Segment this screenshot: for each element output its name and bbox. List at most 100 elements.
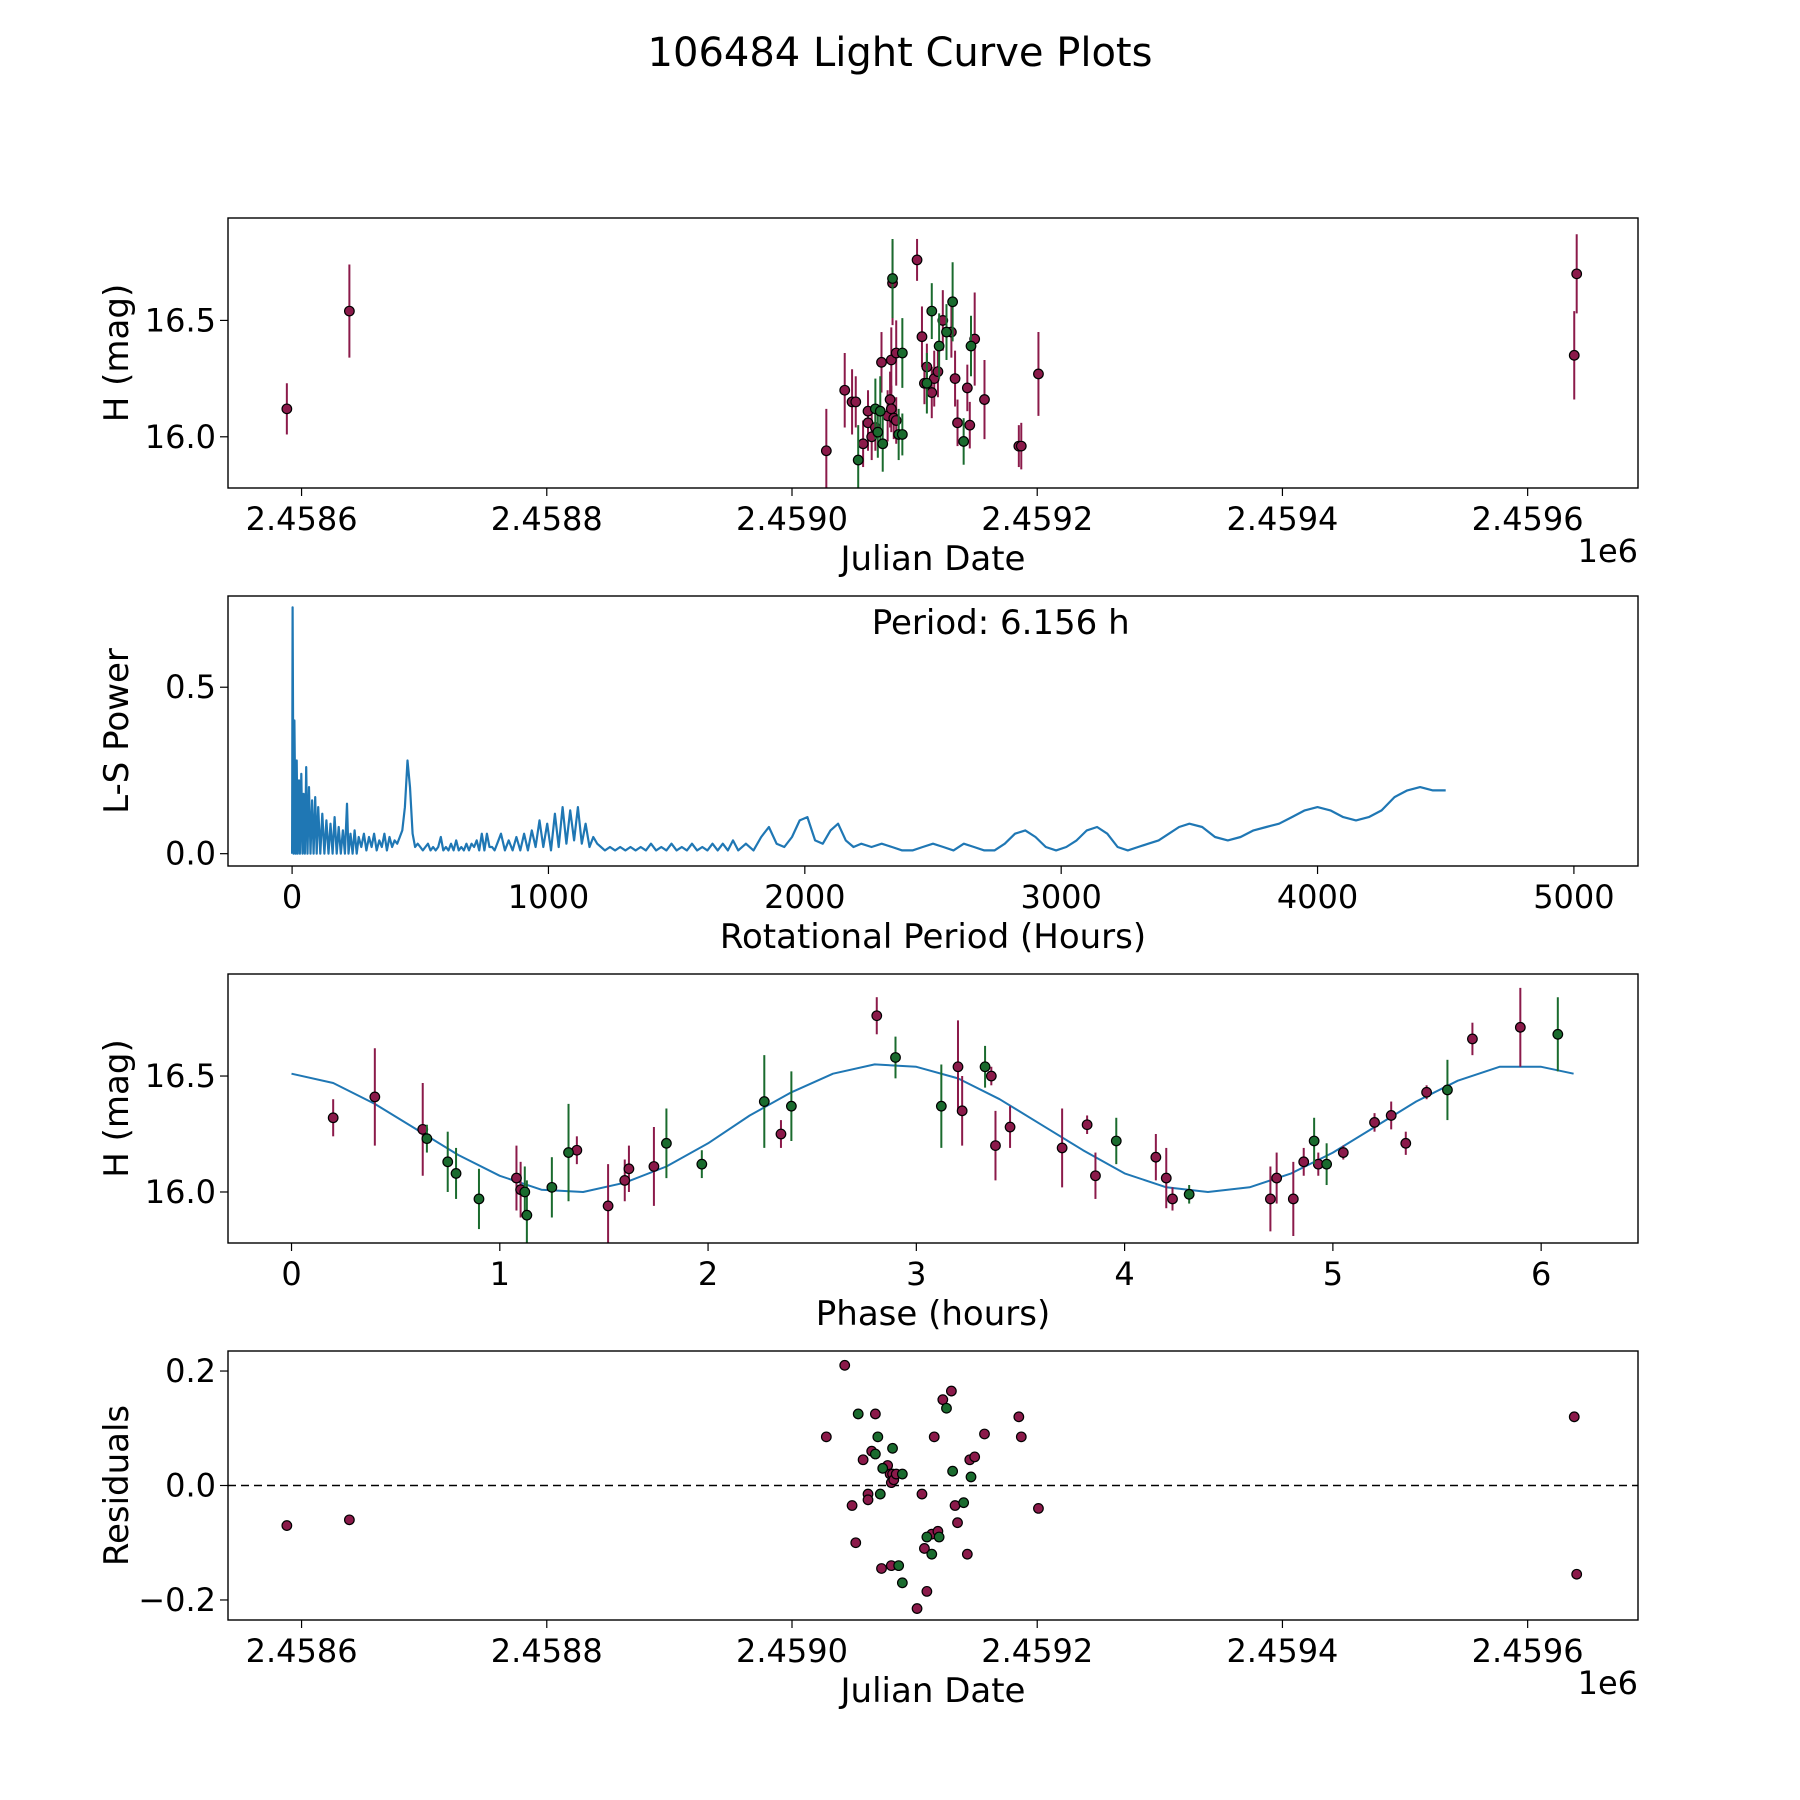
data-point	[871, 1010, 883, 1022]
data-point	[947, 296, 959, 308]
data-point	[979, 1061, 991, 1073]
data-point	[969, 1451, 981, 1463]
data-point	[661, 1137, 672, 1149]
data-point	[926, 305, 938, 317]
data-point	[965, 1471, 977, 1483]
data-point	[1090, 1170, 1101, 1182]
x-tick-label: 2.4586	[246, 500, 358, 538]
data-point	[1287, 1193, 1299, 1205]
x-tick-label: 2.4596	[1472, 500, 1584, 538]
data-point	[839, 384, 851, 396]
x-offset-label: 1e6	[1578, 532, 1638, 570]
data-point	[919, 1543, 930, 1554]
data-point	[941, 326, 952, 338]
data-point	[850, 396, 862, 408]
data-point	[775, 1128, 787, 1140]
data-point	[921, 1531, 933, 1543]
data-point	[965, 340, 977, 352]
data-point	[979, 1428, 990, 1440]
data-point	[1385, 1110, 1397, 1121]
x-tick-label: 2.4586	[246, 1632, 358, 1670]
data-point	[857, 1454, 869, 1466]
data-point	[648, 1161, 660, 1172]
data-point	[896, 1468, 908, 1480]
y-axis-label: L-S Power	[97, 648, 137, 814]
data-point	[623, 1163, 635, 1175]
data-point	[877, 1462, 889, 1474]
data-point	[952, 1517, 963, 1529]
data-point	[896, 429, 908, 440]
data-point	[473, 1193, 485, 1205]
x-tick-label: 2	[698, 1255, 718, 1293]
data-point	[1150, 1151, 1162, 1163]
x-tick-label: 4000	[1277, 878, 1358, 916]
data-point	[884, 394, 896, 405]
data-point	[869, 1448, 881, 1460]
data-point	[1568, 349, 1580, 361]
data-point	[758, 1096, 770, 1107]
periodogram-line	[291, 606, 1446, 855]
x-tick-label: 0	[282, 878, 302, 916]
data-point	[450, 1168, 462, 1179]
data-point	[1033, 368, 1044, 380]
data-point	[1015, 440, 1027, 452]
data-point	[945, 1385, 957, 1397]
data-point	[327, 1112, 339, 1124]
data-point	[916, 331, 928, 343]
axes-frame	[227, 973, 1639, 1244]
y-tick-label: 16.5	[145, 301, 216, 339]
data-point	[852, 454, 864, 466]
periodogram-panel: 0 1000 2000 3000 4000 5000 0.0 0.5 Rotational Pe…	[97, 595, 1639, 957]
data-point	[949, 373, 961, 385]
data-point	[911, 254, 923, 266]
data-point	[961, 1548, 973, 1560]
data-point	[696, 1158, 708, 1170]
data-point	[1467, 1033, 1478, 1045]
x-axis-label: Julian Date	[839, 1671, 1026, 1711]
data-point	[1308, 1135, 1320, 1147]
data-point	[519, 1186, 531, 1198]
data-point	[839, 1359, 851, 1371]
data-point	[852, 1408, 864, 1420]
data-point	[874, 405, 886, 417]
x-tick-label: 3000	[1020, 878, 1101, 916]
data-point	[1571, 1568, 1583, 1580]
y-axis-label: H (mag)	[97, 1039, 137, 1177]
data-point	[933, 340, 945, 352]
data-point	[890, 1052, 901, 1063]
lightcurve-panel: 2.4586 2.4588 2.4590 2.4592 2.4594 2.4596 16.0…	[97, 217, 1639, 579]
data-point	[820, 1431, 832, 1443]
x-tick-label: 2.4590	[736, 500, 848, 538]
data-point	[1056, 1142, 1068, 1154]
data-point	[511, 1172, 522, 1184]
y-tick-label: 16.5	[145, 1057, 216, 1095]
data-point	[961, 382, 973, 394]
data-point	[921, 377, 933, 389]
data-point	[602, 1200, 614, 1212]
axes-frame	[227, 217, 1639, 489]
x-tick-label: 2000	[764, 878, 845, 916]
plot-area	[281, 234, 1583, 488]
data-point	[862, 1494, 874, 1506]
x-tick-label: 2.4588	[491, 500, 603, 538]
x-tick-label: 2.4596	[1472, 1632, 1584, 1670]
data-point	[1081, 1119, 1093, 1131]
x-tick-label: 2.4590	[736, 1632, 848, 1670]
data-point	[887, 273, 898, 284]
data-point	[546, 1181, 558, 1193]
data-point	[896, 347, 908, 359]
data-point	[1033, 1502, 1044, 1514]
data-point	[1369, 1117, 1380, 1128]
data-point	[956, 1105, 968, 1117]
x-tick-label: 2.4592	[981, 1632, 1093, 1670]
y-axis-label: Residuals	[97, 1405, 137, 1566]
data-point	[952, 417, 963, 429]
data-point	[785, 1100, 797, 1112]
data-point	[1321, 1158, 1333, 1170]
data-point	[958, 436, 970, 447]
data-point	[343, 1514, 355, 1526]
data-point	[896, 1577, 908, 1589]
data-point	[343, 305, 355, 317]
y-tick-label: 16.0	[145, 418, 216, 456]
